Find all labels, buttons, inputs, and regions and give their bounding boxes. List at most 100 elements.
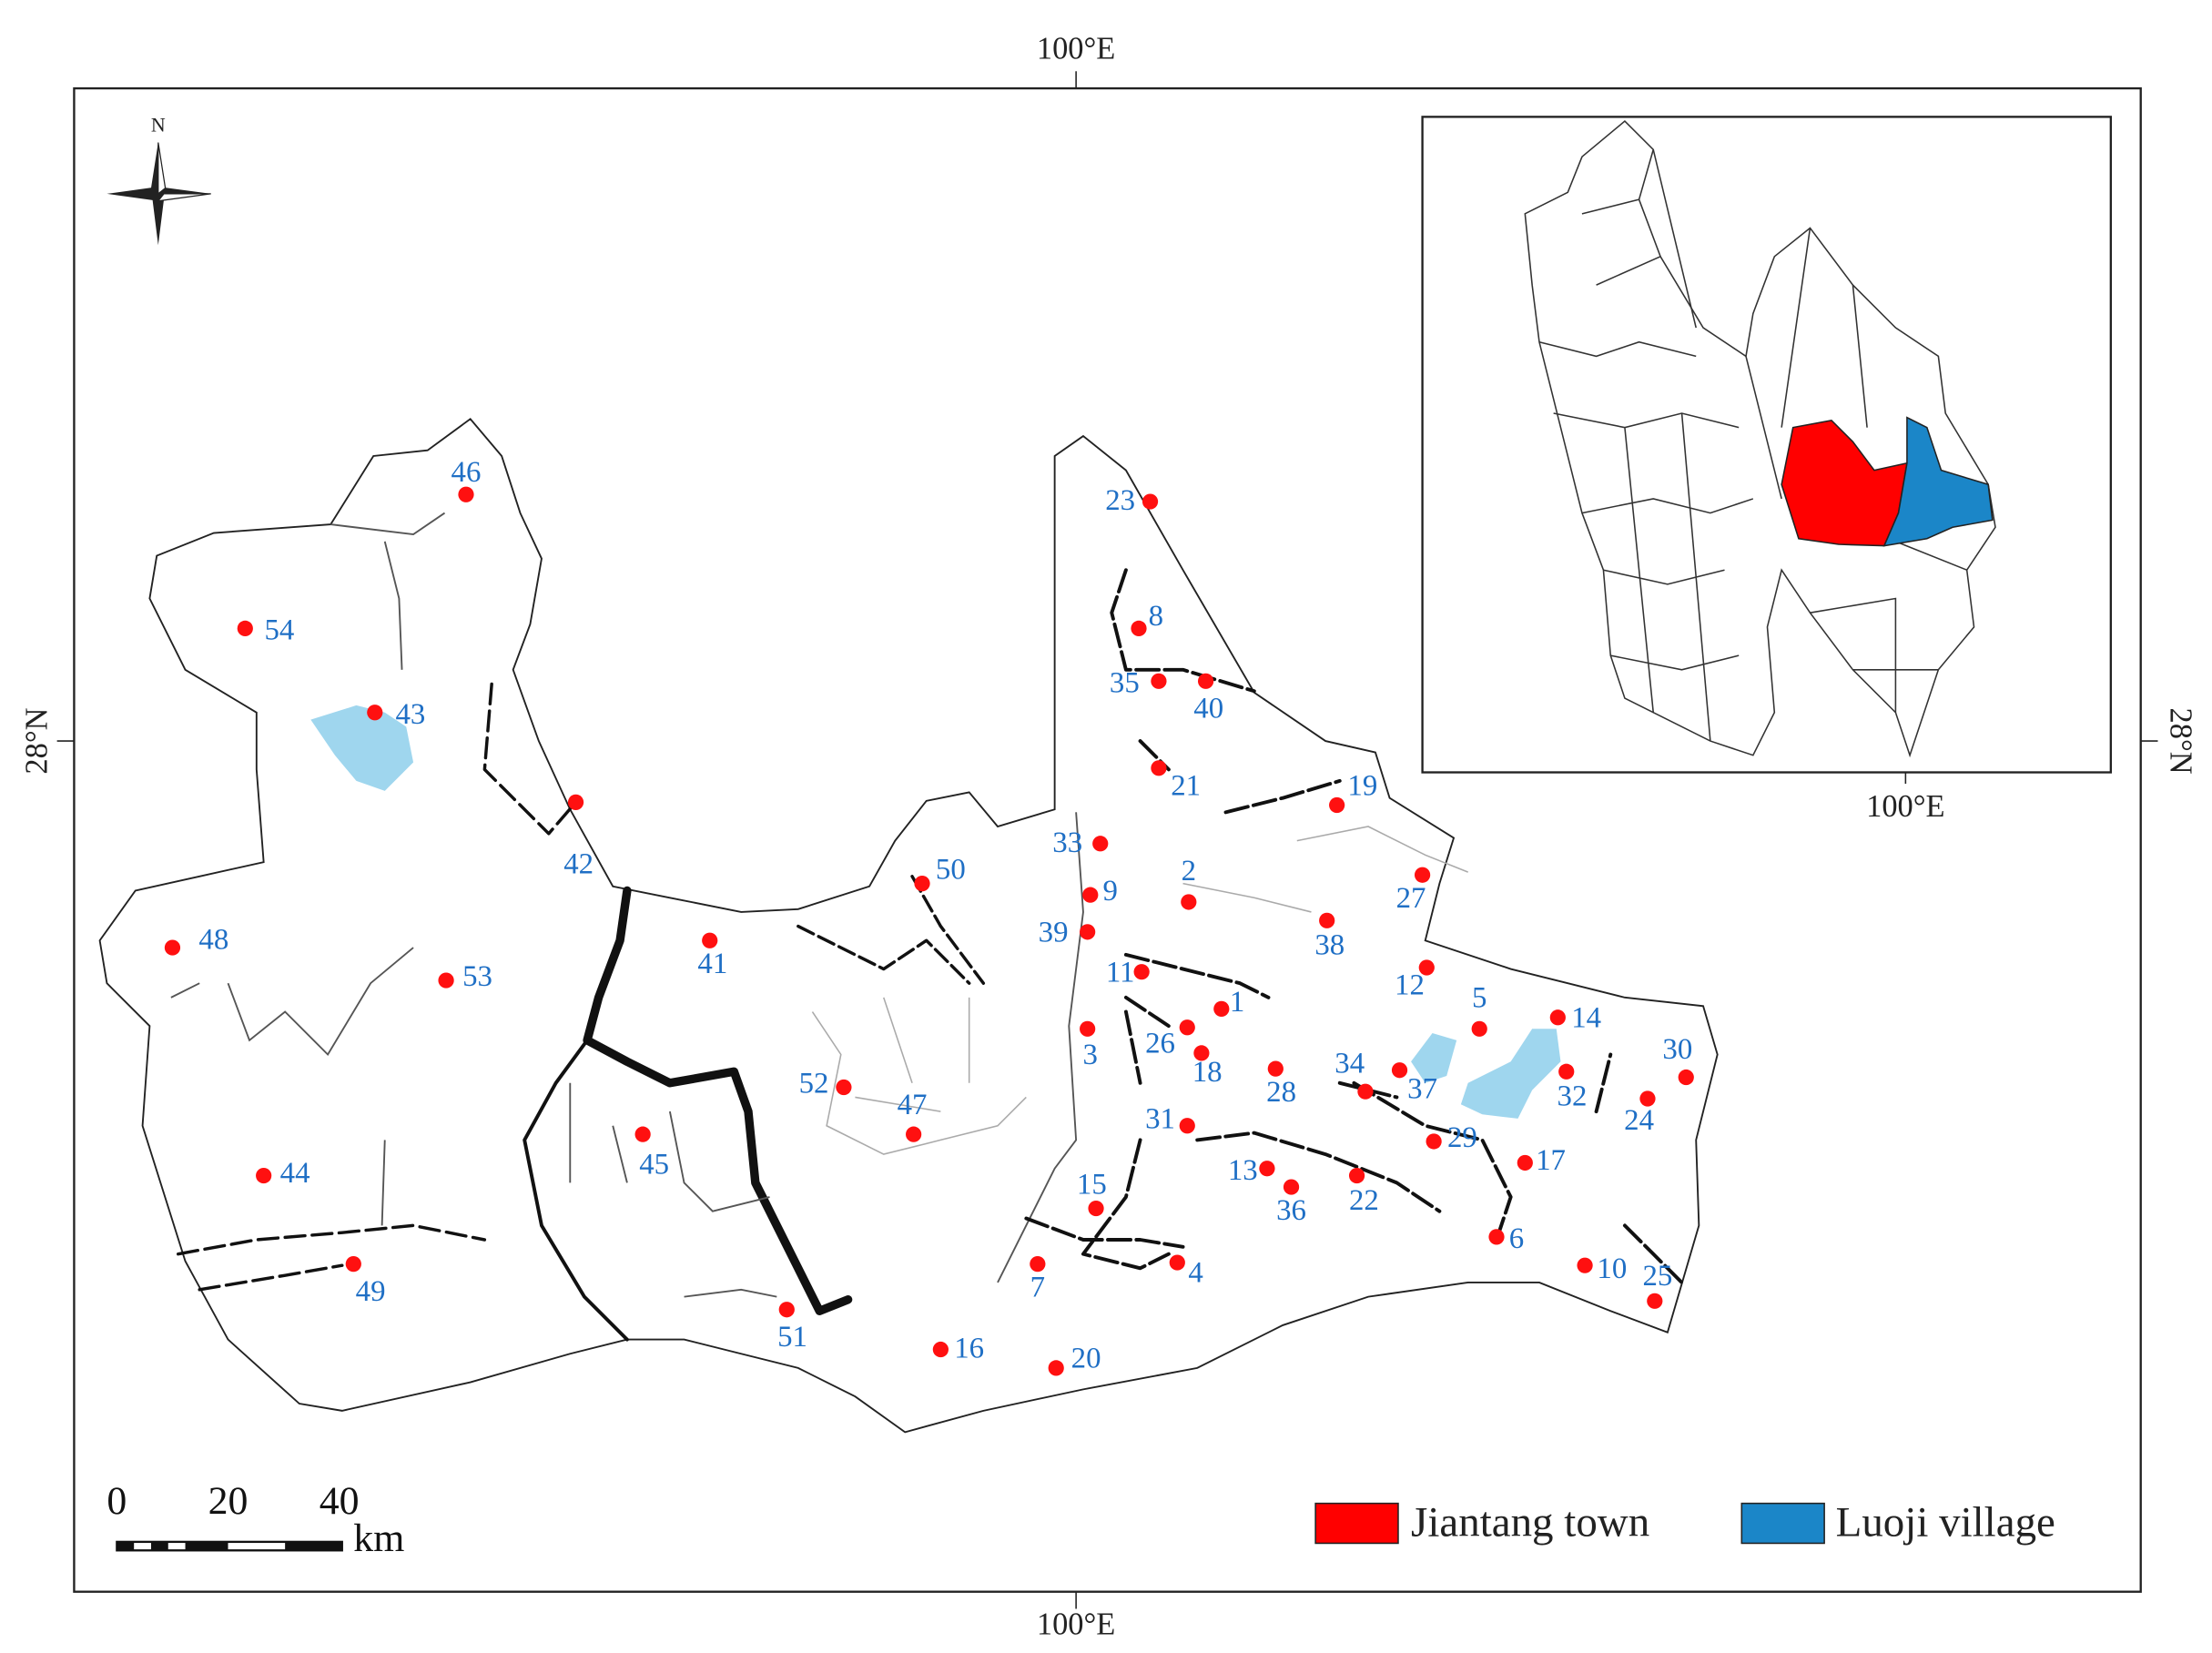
- scale-unit: km: [353, 1516, 404, 1560]
- point-label: 13: [1228, 1154, 1258, 1187]
- sample-point: [1577, 1257, 1593, 1273]
- point-label: 44: [280, 1157, 310, 1190]
- point-label: 36: [1276, 1194, 1306, 1227]
- sample-point: [1169, 1254, 1185, 1271]
- sample-point: [1197, 673, 1214, 689]
- point-label: 22: [1349, 1184, 1379, 1217]
- sample-point: [1517, 1154, 1533, 1171]
- sample-point: [345, 1256, 361, 1273]
- sample-point: [1558, 1063, 1575, 1080]
- sample-point: [1181, 894, 1197, 910]
- sample-point: [1179, 1019, 1195, 1036]
- sample-point: [1678, 1069, 1694, 1086]
- point-label: 11: [1106, 956, 1135, 989]
- point-label: 33: [1052, 826, 1082, 859]
- sample-point: [1488, 1229, 1505, 1245]
- sample-point: [1082, 887, 1099, 903]
- sample-point: [367, 705, 383, 721]
- point-label: 32: [1558, 1080, 1588, 1113]
- point-label: 29: [1447, 1121, 1477, 1154]
- point-label: 7: [1030, 1271, 1045, 1303]
- sample-point: [1426, 1133, 1442, 1150]
- sample-point: [237, 620, 253, 637]
- sample-point: [458, 486, 474, 502]
- point-label: 37: [1407, 1073, 1437, 1106]
- point-label: 17: [1536, 1144, 1566, 1177]
- sample-point: [906, 1126, 922, 1142]
- legend: Jiantang town Luoji village: [1314, 1498, 2055, 1546]
- point-label: 5: [1472, 982, 1487, 1015]
- sample-point: [1357, 1083, 1374, 1100]
- sample-point: [1193, 1045, 1210, 1061]
- sample-point: [1080, 1020, 1096, 1037]
- point-label: 35: [1110, 667, 1140, 700]
- point-label: 30: [1662, 1033, 1692, 1066]
- coord-label: 100°E: [1866, 789, 1944, 824]
- point-label: 27: [1396, 882, 1426, 915]
- sample-point: [164, 939, 181, 956]
- point-label: 20: [1071, 1343, 1101, 1375]
- scale-bar: 0 20 40 km: [107, 1479, 404, 1560]
- sample-point: [567, 794, 584, 810]
- sample-point: [1639, 1090, 1656, 1107]
- coord-label: 28°N: [20, 707, 55, 774]
- point-label: 40: [1193, 693, 1223, 725]
- sample-point: [1549, 1009, 1566, 1026]
- study-area: [98, 417, 1719, 1434]
- coord-label: 100°E: [1037, 31, 1115, 66]
- sample-point: [1418, 959, 1435, 976]
- legend-swatch: [1740, 1502, 1825, 1545]
- point-label: 51: [777, 1321, 807, 1354]
- luoji-village: [1882, 416, 1994, 547]
- point-label: 14: [1571, 1001, 1601, 1034]
- sample-point: [1259, 1161, 1275, 1177]
- point-label: 34: [1334, 1048, 1365, 1080]
- sample-point: [836, 1079, 852, 1096]
- north-label: N: [151, 113, 166, 136]
- lake: [1460, 1029, 1561, 1119]
- point-label: 50: [936, 854, 966, 887]
- sample-point: [1030, 1256, 1046, 1273]
- sample-point: [702, 932, 718, 948]
- sample-point: [1283, 1179, 1300, 1195]
- lake: [310, 705, 414, 791]
- sample-point: [438, 972, 454, 989]
- coord-label: 28°N: [2164, 708, 2198, 775]
- sample-point: [778, 1302, 795, 1318]
- scale-label: 20: [208, 1479, 249, 1523]
- sample-point: [1088, 1200, 1104, 1217]
- legend-label: Luoji village: [1836, 1498, 2055, 1546]
- point-label: 24: [1624, 1104, 1654, 1137]
- point-label: 26: [1145, 1028, 1175, 1060]
- inset-map: 100°E: [1524, 120, 1996, 824]
- sample-point: [1048, 1360, 1064, 1376]
- point-label: 31: [1145, 1103, 1175, 1136]
- lake: [1411, 1033, 1457, 1083]
- sample-point: [1133, 964, 1150, 980]
- point-label: 48: [198, 923, 228, 956]
- point-label: 53: [462, 960, 492, 993]
- sample-point: [1329, 796, 1345, 814]
- point-label: 3: [1083, 1039, 1098, 1071]
- sample-point: [1348, 1167, 1365, 1184]
- point-label: 41: [697, 948, 727, 980]
- point-label: 2: [1182, 855, 1196, 887]
- sample-point: [1414, 867, 1431, 883]
- point-label: 43: [395, 698, 425, 731]
- scale-label: 40: [320, 1479, 360, 1523]
- sample-point: [1179, 1118, 1195, 1134]
- point-label: 54: [264, 614, 294, 647]
- point-label: 19: [1347, 769, 1377, 802]
- legend-swatch: [1314, 1502, 1399, 1545]
- point-label: 15: [1077, 1169, 1107, 1202]
- sample-point: [1092, 836, 1109, 852]
- sample-point: [1319, 912, 1335, 928]
- point-label: 21: [1171, 769, 1201, 802]
- point-label: 10: [1597, 1252, 1627, 1285]
- point-label: 39: [1039, 917, 1069, 949]
- sample-point: [1131, 620, 1147, 637]
- sample-point: [932, 1341, 949, 1358]
- sample-point: [1647, 1293, 1663, 1309]
